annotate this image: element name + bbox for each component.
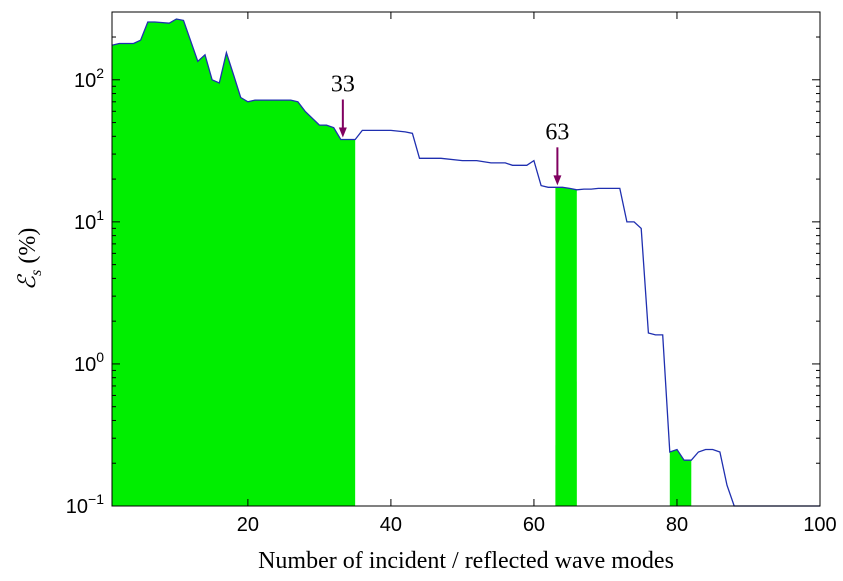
y-axis-title: ℰs (%) [15, 228, 45, 291]
filled-region-2 [555, 187, 577, 507]
y-tick-label: 10−1 [66, 491, 104, 518]
filled-region-1 [112, 19, 356, 506]
x-tick-label: 20 [237, 514, 259, 536]
x-tick-label: 40 [380, 514, 402, 536]
annotation-label: 63 [545, 119, 569, 145]
y-tick-label: 101 [74, 207, 104, 234]
filled-area-group [112, 19, 692, 507]
x-tick-label: 80 [666, 514, 688, 536]
y-tick-label: 100 [74, 349, 104, 376]
plot-frame [111, 11, 821, 507]
filled-region-3 [669, 449, 692, 506]
y-axis-title-symbol: ℰ [15, 273, 41, 290]
x-tick-label: 100 [803, 514, 836, 536]
annotation-arrow-head [553, 175, 562, 186]
series-line [111, 18, 820, 507]
annotation-label: 33 [331, 71, 355, 97]
axis-ticks-group: 20 40 60 80 100 10−1 100 101 102 [66, 11, 837, 536]
annotations-group: 33 63 [331, 71, 569, 186]
annotation-arrow-head [338, 127, 347, 138]
y-axis-title-unit: (%) [15, 228, 41, 264]
x-tick-label: 60 [523, 514, 545, 536]
x-axis-title: Number of incident / reflected wave mode… [258, 548, 674, 574]
y-axis-title-subscript: s [28, 270, 45, 276]
y-tick-label: 102 [74, 65, 104, 92]
